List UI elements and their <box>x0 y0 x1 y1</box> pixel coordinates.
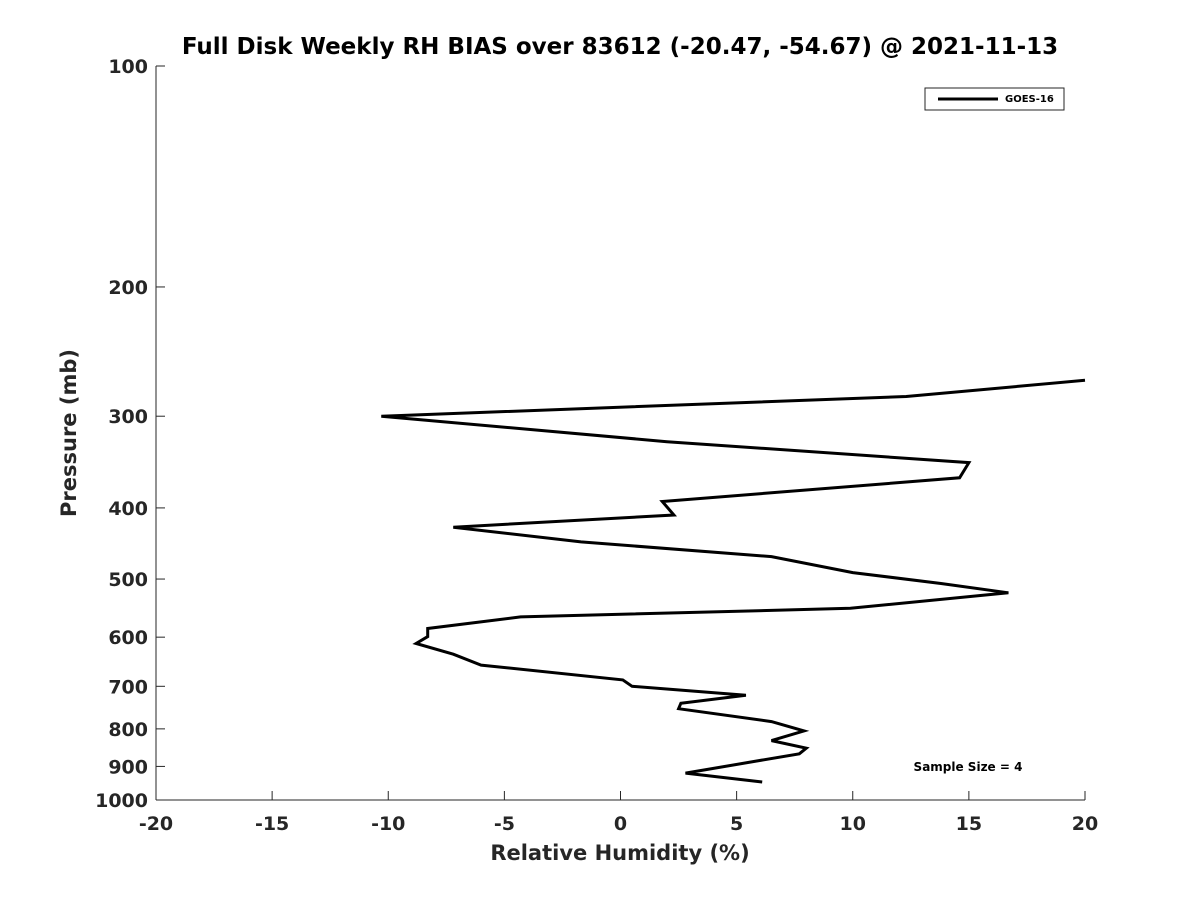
y-tick-label: 800 <box>108 719 148 741</box>
legend: GOES-16 <box>924 87 1065 111</box>
y-axis-ticks: 100 200 300 400 500 600 700 800 900 1000 <box>95 56 165 812</box>
x-tick-label: 5 <box>730 813 743 835</box>
y-axis-label: Pressure (mb) <box>57 349 81 517</box>
y-tick-label: 600 <box>108 627 148 649</box>
y-tick-label: 900 <box>108 756 148 778</box>
y-tick-label: 700 <box>108 676 148 698</box>
x-axis-label: Relative Humidity (%) <box>490 841 749 865</box>
y-tick-label: 100 <box>108 56 148 78</box>
chart-title: Full Disk Weekly RH BIAS over 83612 (-20… <box>182 34 1058 60</box>
x-tick-label: 10 <box>840 813 866 835</box>
x-tick-label: -5 <box>494 813 515 835</box>
y-tick-label: 1000 <box>95 790 148 812</box>
x-tick-label: 15 <box>956 813 982 835</box>
x-tick-label: -20 <box>139 813 173 835</box>
y-tick-label: 200 <box>108 277 148 299</box>
x-tick-label: -15 <box>255 813 289 835</box>
legend-entry-goes-16: GOES-16 <box>1005 94 1054 105</box>
series-layer <box>381 378 1086 784</box>
x-tick-label: -10 <box>371 813 405 835</box>
x-tick-label: 0 <box>614 813 627 835</box>
sample-size-annotation: Sample Size = 4 <box>914 760 1023 774</box>
x-tick-label: 20 <box>1072 813 1098 835</box>
y-tick-label: 400 <box>108 498 148 520</box>
y-tick-label: 300 <box>108 406 148 428</box>
y-tick-label: 500 <box>108 569 148 591</box>
series-line-goes-16 <box>381 378 1086 784</box>
plot-area <box>155 66 1085 801</box>
x-axis-ticks: -20 -15 -10 -5 0 5 10 15 20 <box>139 791 1098 835</box>
